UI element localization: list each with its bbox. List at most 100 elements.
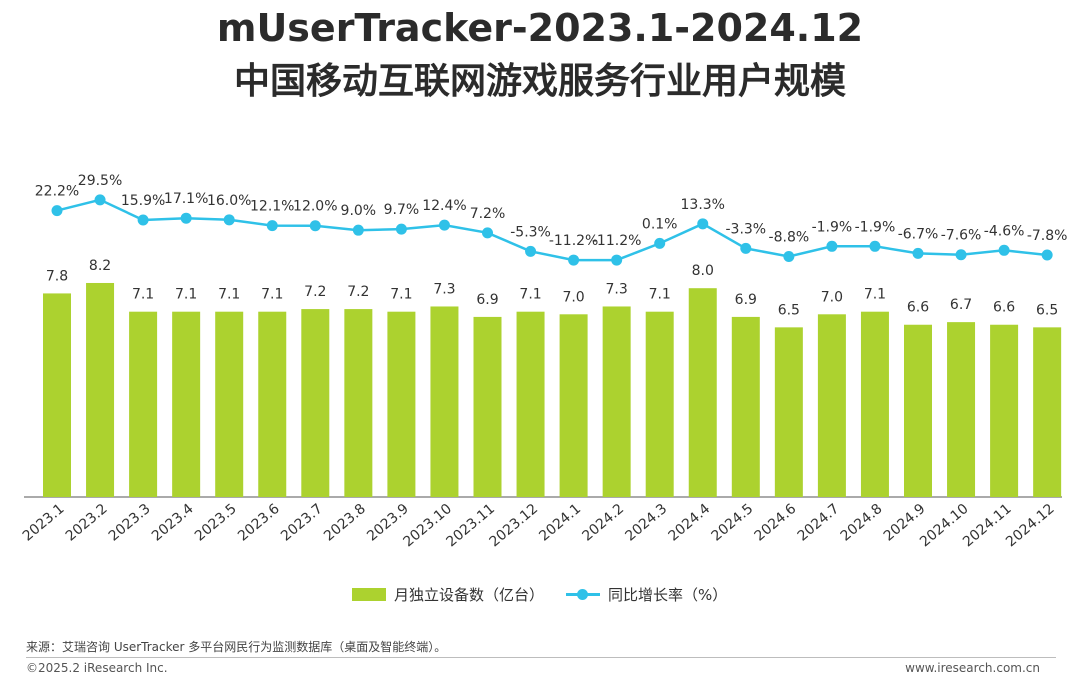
x-tick-2023.4: 2023.4	[149, 501, 197, 545]
growth-point-2024.3	[654, 237, 666, 249]
bar-2023.8	[344, 309, 373, 497]
chart-title-line1: mUserTracker-2023.1-2024.12	[216, 6, 864, 50]
growth-point-2023.2	[94, 194, 106, 206]
bar-2024.7	[817, 314, 846, 497]
bar-label-2023.7: 7.2	[304, 284, 326, 300]
bar-label-2024.8: 7.1	[864, 287, 886, 303]
growth-point-2023.6	[266, 220, 278, 232]
x-tick-2024.3: 2024.3	[622, 501, 670, 545]
growth-label-2023.2: 29.5%	[78, 173, 122, 189]
bar-label-2024.10: 6.7	[950, 297, 972, 313]
bar-label-2024.1: 7.0	[562, 289, 584, 305]
growth-point-2024.6	[783, 251, 795, 263]
growth-label-2024.8: -1.9%	[855, 219, 896, 235]
bar-2023.10	[430, 306, 459, 497]
bar-2023.2	[86, 282, 115, 497]
bar-2023.9	[387, 311, 416, 497]
growth-label-2024.5: -3.3%	[725, 221, 766, 237]
growth-point-2024.1	[568, 254, 580, 266]
growth-label-2023.9: 9.7%	[384, 202, 420, 218]
legend-line-label: 同比增长率（%）	[608, 586, 728, 604]
growth-point-2024.10	[955, 249, 967, 261]
bar-label-2023.2: 8.2	[89, 258, 111, 274]
growth-point-2023.11	[482, 227, 493, 239]
growth-label-2024.1: -11.2%	[549, 233, 599, 249]
legend-item-devices: 月独立设备数（亿台）	[352, 584, 544, 605]
bar-2024.2	[602, 306, 631, 497]
bar-label-2024.4: 8.0	[692, 263, 714, 279]
growth-label-2023.6: 12.1%	[250, 199, 294, 215]
footer-divider	[26, 657, 1056, 658]
bar-label-2023.10: 7.3	[433, 281, 455, 297]
x-tick-2023.8: 2023.8	[321, 501, 369, 545]
growth-point-2023.4	[180, 212, 192, 224]
bar-2023.1	[43, 293, 71, 497]
chart-title-line2: 中国移动互联网游戏服务行业用户规模	[233, 61, 846, 102]
legend-line-swatch	[566, 588, 601, 601]
x-tick-2023.6: 2023.6	[235, 501, 283, 545]
growth-label-2024.9: -6.7%	[898, 226, 939, 242]
bar-label-2024.9: 6.6	[907, 300, 929, 316]
growth-label-2023.7: 12.0%	[293, 199, 337, 215]
growth-label-2024.7: -1.9%	[812, 219, 853, 235]
growth-point-2023.8	[352, 224, 364, 236]
x-tick-2024.1: 2024.1	[536, 501, 584, 545]
x-tick-2024.4: 2024.4	[666, 501, 714, 545]
website-link[interactable]: www.iresearch.com.cn	[905, 661, 1040, 675]
growth-point-2024.11	[998, 244, 1010, 256]
bar-2023.6	[258, 311, 287, 497]
bar-2024.11	[990, 324, 1019, 497]
bar-label-2023.8: 7.2	[347, 284, 369, 300]
growth-point-2024.2	[611, 254, 623, 266]
growth-label-2023.10: 12.4%	[422, 198, 466, 214]
bar-2024.5	[731, 316, 760, 497]
legend-bar-label: 月独立设备数（亿台）	[394, 586, 545, 604]
bar-label-2024.12: 6.5	[1036, 302, 1058, 318]
bar-2024.12	[1033, 327, 1062, 497]
bar-2024.8	[860, 311, 889, 497]
x-tick-2023.5: 2023.5	[192, 501, 240, 545]
bar-2023.11	[473, 316, 502, 497]
bar-label-2023.11: 6.9	[476, 292, 498, 308]
x-tick-2024.7: 2024.7	[795, 501, 843, 545]
x-tick-2024.12: 2024.12	[1003, 501, 1058, 550]
x-tick-2024.5: 2024.5	[709, 501, 757, 545]
copyright-text: ©2025.2 iResearch Inc.	[26, 661, 168, 675]
growth-point-2023.9	[395, 223, 407, 235]
source-note: 来源：艾瑞咨询 UserTracker 多平台网民行为监测数据库（桌面及智能终端…	[26, 640, 447, 654]
growth-point-2024.12	[1041, 249, 1053, 261]
growth-label-2024.12: -7.8%	[1027, 228, 1068, 244]
growth-point-2023.10	[438, 219, 450, 231]
growth-point-2024.4	[697, 218, 709, 230]
bar-label-2024.11: 6.6	[993, 300, 1015, 316]
growth-label-2023.3: 15.9%	[121, 193, 165, 209]
bar-2024.9	[904, 324, 932, 497]
bar-label-2023.3: 7.1	[132, 287, 154, 303]
growth-label-2023.8: 9.0%	[341, 203, 377, 219]
x-tick-2023.1: 2023.1	[20, 501, 68, 545]
bar-label-2024.6: 6.5	[778, 302, 800, 318]
bar-label-2023.5: 7.1	[218, 287, 240, 303]
growth-point-2023.12	[525, 245, 537, 257]
growth-point-2024.9	[912, 247, 924, 259]
bar-label-2024.5: 6.9	[735, 292, 757, 308]
bar-label-2024.2: 7.3	[606, 281, 628, 297]
bar-2023.7	[301, 309, 330, 497]
growth-label-2024.3: 0.1%	[642, 216, 678, 232]
bar-label-2023.12: 7.1	[519, 287, 541, 303]
legend-bar-swatch	[352, 588, 386, 601]
growth-label-2024.4: 13.3%	[681, 197, 725, 213]
x-tick-2024.8: 2024.8	[838, 501, 886, 545]
bar-2023.3	[129, 311, 158, 497]
x-tick-2024.2: 2024.2	[579, 501, 627, 545]
chart-area: 7.8 8.2 7.1 7.1 7.1 7.1 7.2 7.2 7.1 7.3 6.9 7.1 7.0 7…	[20, 173, 1068, 550]
growth-point-2024.8	[869, 240, 881, 252]
bar-label-2024.3: 7.1	[649, 287, 671, 303]
growth-line	[56, 198, 1048, 262]
x-tick-2023.12: 2023.12	[486, 501, 541, 550]
growth-label-2024.10: -7.6%	[941, 228, 982, 244]
bar-label-2024.7: 7.0	[821, 289, 843, 305]
growth-label-2023.1: 22.2%	[35, 184, 79, 200]
x-tick-2023.2: 2023.2	[63, 501, 111, 545]
bar-2024.4	[688, 288, 717, 497]
